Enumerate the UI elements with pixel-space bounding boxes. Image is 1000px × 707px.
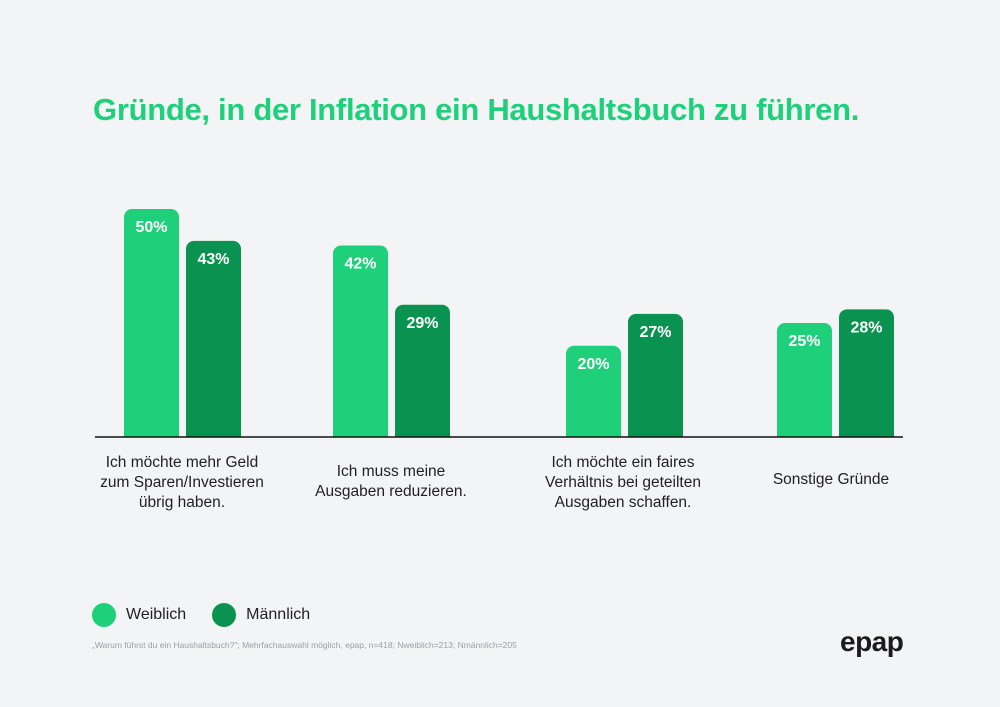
bar-maennlich-3: [839, 309, 894, 445]
legend-label-weiblich: Weiblich: [126, 606, 187, 623]
category-label-line: Ich möchte mehr Geld: [105, 454, 259, 471]
legend-swatch-weiblich: [92, 603, 116, 627]
category-label-2: Ich möchte ein faires Verhältnis bei gete…: [508, 453, 738, 513]
category-label-line: zum Sparen/Investieren: [100, 474, 264, 491]
data-label-maennlich-1: 29%: [406, 315, 438, 332]
data-label-weiblich-1: 42%: [344, 255, 376, 272]
bar-maennlich-2: [628, 313, 683, 445]
bar-maennlich-1: [395, 304, 450, 445]
legend-swatch-maennlich: [212, 603, 237, 627]
category-label-line: Sonstige Gründe: [772, 471, 890, 488]
category-label-0: Ich möchte mehr Geld zum Sparen/Investier…: [67, 453, 297, 513]
chart-title: Gründe, in der Inflation ein Haushaltsbu…: [93, 92, 860, 127]
category-label-line: Verhältnis bei geteilten: [545, 474, 701, 491]
bar-weiblich-0: [124, 209, 179, 445]
category-label-line: übrig haben.: [138, 494, 226, 511]
data-label-weiblich-2: 20%: [577, 356, 609, 373]
bar-weiblich-3: [777, 323, 832, 445]
data-label-maennlich-0: 43%: [197, 251, 229, 268]
legend-item-maennlich: Männlich: [212, 603, 310, 627]
bar-weiblich-1: [333, 245, 388, 445]
bar-weiblich-2: [566, 345, 621, 445]
category-label-1: Ich muss meine Ausgaben reduzieren.: [276, 462, 506, 502]
legend-item-weiblich: Weiblich: [92, 603, 186, 627]
baseline-mask: [90, 437, 910, 447]
data-label-weiblich-0: 50%: [135, 219, 167, 236]
category-label-line: Ich muss meine: [336, 463, 446, 480]
epap-logo: epap: [840, 626, 904, 657]
category-label-3: Sonstige Gründe: [716, 470, 946, 490]
data-label-maennlich-2: 27%: [639, 324, 671, 341]
legend-label-maennlich: Männlich: [246, 606, 311, 623]
category-label-line: Ausgaben schaffen.: [554, 494, 692, 511]
legend: Weiblich Männlich: [92, 603, 336, 627]
data-label-maennlich-3: 28%: [850, 319, 882, 336]
bar-maennlich-0: [186, 240, 241, 445]
category-label-line: Ich möchte ein faires: [551, 454, 695, 471]
data-label-weiblich-3: 25%: [788, 333, 820, 350]
category-label-line: Ausgaben reduzieren.: [315, 483, 467, 500]
footnote: „Warum führst du ein Haushaltsbuch?"; Me…: [92, 640, 517, 650]
